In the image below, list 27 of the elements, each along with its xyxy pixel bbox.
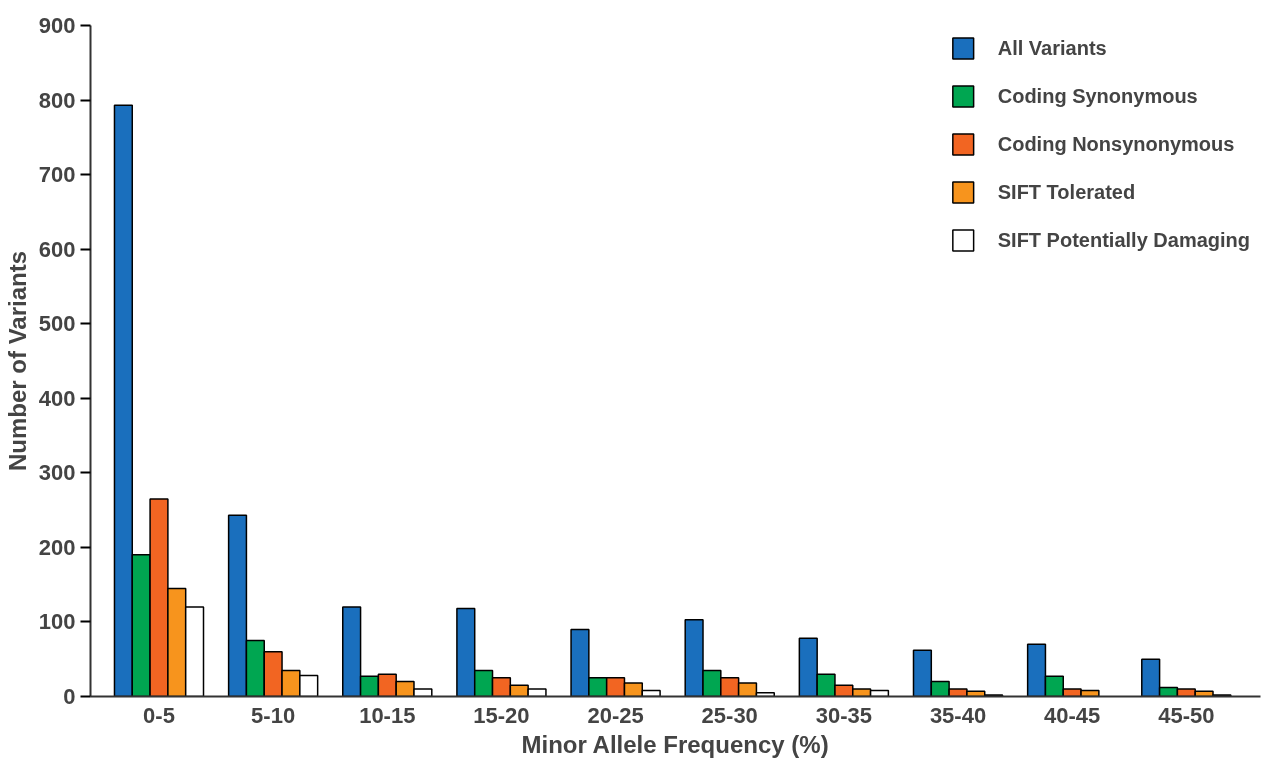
x-tick-label: 0-5 bbox=[143, 702, 175, 728]
y-tick-label: 800 bbox=[38, 87, 76, 113]
y-tick-label: 400 bbox=[38, 385, 76, 411]
legend-label: SIFT Potentially Damaging bbox=[997, 228, 1250, 252]
y-tick-label: 500 bbox=[38, 311, 76, 337]
x-tick-label: 15-20 bbox=[473, 702, 530, 728]
y-tick-label: 600 bbox=[38, 236, 76, 262]
x-axis-title: Minor Allele Frequency (%) bbox=[521, 730, 829, 758]
y-tick-label: 300 bbox=[38, 460, 76, 486]
y-tick-label: 0 bbox=[63, 684, 76, 709]
legend-label: SIFT Tolerated bbox=[997, 180, 1136, 204]
y-tick-label: 900 bbox=[38, 13, 76, 38]
legend-label: Coding Synonymous bbox=[997, 84, 1198, 108]
x-tick-label: 45-50 bbox=[1158, 702, 1215, 728]
x-tick-label: 20-25 bbox=[587, 702, 644, 728]
x-tick-label: 40-45 bbox=[1044, 702, 1101, 728]
x-tick-label: 35-40 bbox=[929, 702, 987, 728]
y-tick-label: 100 bbox=[38, 609, 76, 635]
y-axis-title: Number of Variants bbox=[3, 250, 31, 472]
legend-label: Coding Nonsynonymous bbox=[997, 132, 1235, 156]
x-tick-label: 30-35 bbox=[815, 702, 873, 728]
x-tick-label: 5-10 bbox=[251, 702, 296, 728]
y-tick-label: 200 bbox=[38, 534, 76, 560]
x-tick-label: 25-30 bbox=[701, 702, 758, 728]
y-tick-label: 700 bbox=[38, 162, 76, 188]
x-tick-label: 10-15 bbox=[359, 702, 416, 728]
legend-label: All Variants bbox=[997, 36, 1107, 60]
